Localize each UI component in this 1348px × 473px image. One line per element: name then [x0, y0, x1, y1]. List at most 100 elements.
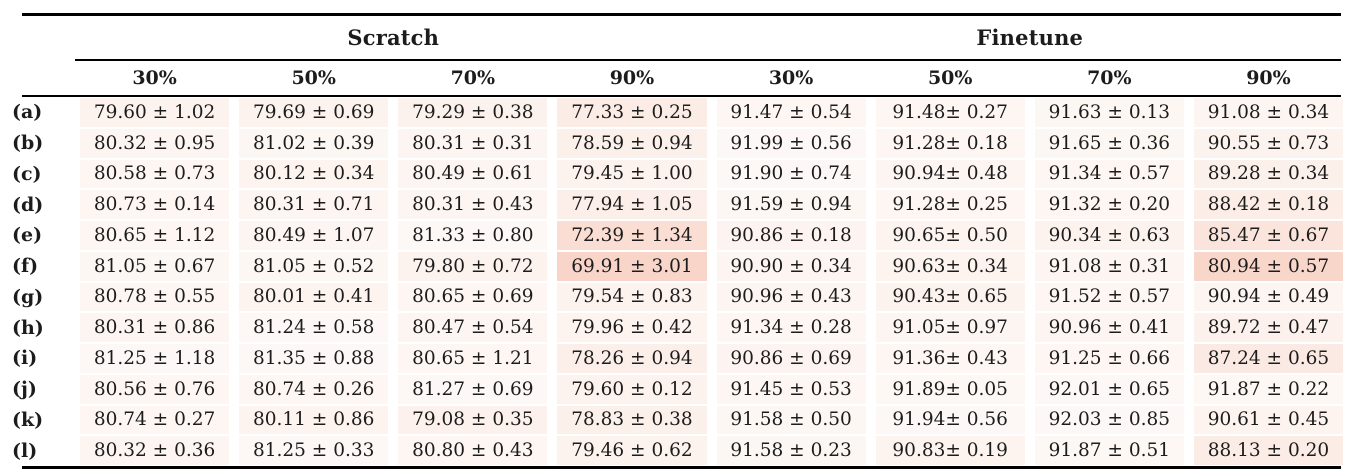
column-group-scratch: Scratch [347, 25, 440, 50]
table-cell: 80.49 ± 0.61 [398, 159, 548, 189]
table-cell: 79.54 ± 0.83 [557, 282, 707, 312]
table-cell: 87.24 ± 0.65 [1193, 344, 1343, 373]
table-cell: 80.49 ± 1.07 [239, 221, 389, 250]
table-row: (a) 79.60 ± 1.02 79.69 ± 0.69 79.29 ± 0.38 7… [0, 97, 1348, 128]
table-cell: 91.89± 0.05 [875, 374, 1025, 404]
table-cell: 91.99 ± 0.56 [716, 128, 866, 158]
sub-header-percent: 30% [768, 67, 814, 89]
table-cell: 80.31 ± 0.43 [398, 190, 548, 219]
sub-header-percent: 90% [609, 67, 655, 89]
table-cell: 80.94 ± 0.57 [1193, 251, 1343, 281]
table-cell: 80.74 ± 0.27 [80, 405, 230, 435]
table-row: (g) 80.78 ± 0.55 80.01 ± 0.41 80.65 ± 0.69 7… [0, 282, 1348, 313]
table-cell: 80.31 ± 0.71 [239, 190, 389, 219]
table-cell: 80.11 ± 0.86 [239, 405, 389, 435]
table-cell: 88.42 ± 0.18 [1193, 190, 1343, 219]
table-cell: 77.94 ± 1.05 [557, 190, 707, 219]
table-cell: 81.05 ± 0.52 [239, 251, 389, 281]
table-cell: 81.35 ± 0.88 [239, 344, 389, 373]
table-cell: 81.02 ± 0.39 [239, 128, 389, 158]
table-cell: 91.90 ± 0.74 [716, 159, 866, 189]
table-cell: 90.61 ± 0.45 [1193, 405, 1343, 435]
table-cell: 81.25 ± 1.18 [80, 344, 230, 373]
table-cell: 80.32 ± 0.36 [80, 436, 230, 465]
table-body: (a) 79.60 ± 1.02 79.69 ± 0.69 79.29 ± 0.38 7… [0, 97, 1348, 466]
table-cell: 80.65 ± 0.69 [398, 282, 548, 312]
table-cell: 78.59 ± 0.94 [557, 128, 707, 158]
table-row: (l) 80.32 ± 0.36 81.25 ± 0.33 80.80 ± 0.43 7… [0, 435, 1348, 466]
sub-header-percent: 70% [1087, 67, 1132, 89]
table-cell: 79.96 ± 0.42 [557, 313, 707, 342]
group-header-rule [75, 59, 1341, 61]
table-cell: 79.60 ± 0.12 [557, 374, 707, 404]
table-cell: 92.01 ± 0.65 [1034, 374, 1184, 404]
table-cell: 80.80 ± 0.43 [398, 436, 548, 465]
table-cell: 91.94± 0.56 [875, 405, 1025, 435]
row-label: (l) [12, 439, 38, 462]
table-cell: 91.48± 0.27 [875, 98, 1025, 127]
row-label: (h) [12, 316, 44, 339]
row-label: (e) [12, 224, 43, 247]
table-row: (d) 80.73 ± 0.14 80.31 ± 0.71 80.31 ± 0.43 7… [0, 189, 1348, 220]
table-cell: 89.72 ± 0.47 [1193, 313, 1343, 342]
table-cell: 90.94 ± 0.49 [1193, 282, 1343, 312]
table-cell: 80.74 ± 0.26 [239, 374, 389, 404]
table-cell: 92.03 ± 0.85 [1034, 405, 1184, 435]
row-label: (g) [12, 285, 44, 308]
table-cell: 80.65 ± 1.12 [80, 221, 230, 250]
table-cell: 90.63± 0.34 [875, 251, 1025, 281]
table-cell: 91.52 ± 0.57 [1034, 282, 1184, 312]
table-row: (c) 80.58 ± 0.73 80.12 ± 0.34 80.49 ± 0.61 7… [0, 159, 1348, 190]
table-cell: 79.08 ± 0.35 [398, 405, 548, 435]
table-cell: 91.58 ± 0.23 [716, 436, 866, 465]
table-cell: 90.94± 0.48 [875, 159, 1025, 189]
table-cell: 90.55 ± 0.73 [1193, 128, 1343, 158]
table-cell: 79.60 ± 1.02 [80, 98, 230, 127]
table-cell: 91.05± 0.97 [875, 313, 1025, 342]
table-row: (b) 80.32 ± 0.95 81.02 ± 0.39 80.31 ± 0.31 7… [0, 128, 1348, 159]
table-cell: 80.31 ± 0.31 [398, 128, 548, 158]
table-cell: 91.28± 0.25 [875, 190, 1025, 219]
table-cell: 80.65 ± 1.21 [398, 344, 548, 373]
table-cell: 91.47 ± 0.54 [716, 98, 866, 127]
sub-header-percent: 70% [450, 67, 496, 89]
table-cell: 77.33 ± 0.25 [557, 98, 707, 127]
table-cell: 79.46 ± 0.62 [557, 436, 707, 465]
table-cell: 91.45 ± 0.53 [716, 374, 866, 404]
sub-header-row: 30% 50% 70% 90% 30% 50% 70% 90% [0, 61, 1348, 95]
table-cell: 78.26 ± 0.94 [557, 344, 707, 373]
table-cell: 79.69 ± 0.69 [239, 98, 389, 127]
table-cell: 89.28 ± 0.34 [1193, 159, 1343, 189]
table-row: (k) 80.74 ± 0.27 80.11 ± 0.86 79.08 ± 0.35 7… [0, 405, 1348, 436]
table-cell: 90.65± 0.50 [875, 221, 1025, 250]
table-cell: 79.45 ± 1.00 [557, 159, 707, 189]
table-cell: 81.27 ± 0.69 [398, 374, 548, 404]
table-cell: 91.87 ± 0.22 [1193, 374, 1343, 404]
top-rule [22, 13, 1341, 16]
table-cell: 91.25 ± 0.66 [1034, 344, 1184, 373]
table-cell: 79.80 ± 0.72 [398, 251, 548, 281]
row-label: (a) [12, 101, 43, 124]
table-cell: 80.31 ± 0.86 [80, 313, 230, 342]
table-row: (j) 80.56 ± 0.76 80.74 ± 0.26 81.27 ± 0.69 7… [0, 374, 1348, 405]
table-cell: 81.05 ± 0.67 [80, 251, 230, 281]
table-cell: 90.96 ± 0.41 [1034, 313, 1184, 342]
table-cell: 80.78 ± 0.55 [80, 282, 230, 312]
table-cell: 91.65 ± 0.36 [1034, 128, 1184, 158]
table-cell: 91.34 ± 0.57 [1034, 159, 1184, 189]
table-cell: 85.47 ± 0.67 [1193, 221, 1343, 250]
table-cell: 80.01 ± 0.41 [239, 282, 389, 312]
row-label: (f) [12, 255, 39, 278]
table-cell: 80.32 ± 0.95 [80, 128, 230, 158]
table-cell: 80.73 ± 0.14 [80, 190, 230, 219]
table-cell: 80.12 ± 0.34 [239, 159, 389, 189]
table-cell: 90.83± 0.19 [875, 436, 1025, 465]
table-cell: 91.36± 0.43 [875, 344, 1025, 373]
sub-header-percent: 30% [132, 67, 177, 89]
table-cell: 79.29 ± 0.38 [398, 98, 548, 127]
table-cell: 81.25 ± 0.33 [239, 436, 389, 465]
row-label: (d) [12, 193, 44, 216]
table-cell: 90.86 ± 0.18 [716, 221, 866, 250]
row-label: (k) [12, 408, 44, 431]
table-cell: 91.32 ± 0.20 [1034, 190, 1184, 219]
